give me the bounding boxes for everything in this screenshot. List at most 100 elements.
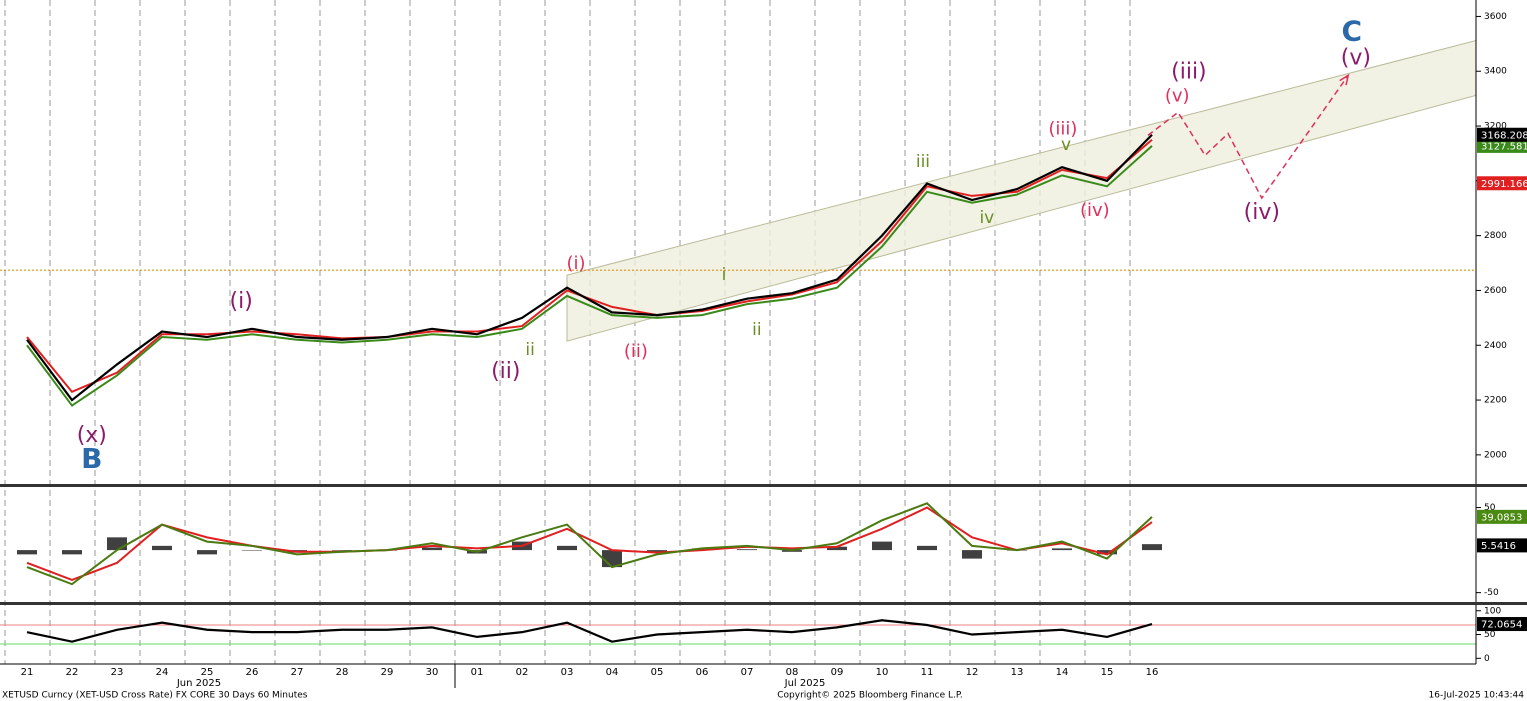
y-tick-label: -50 (1484, 588, 1499, 598)
x-tick-label: 06 (696, 667, 709, 678)
histogram-bar (197, 550, 217, 555)
wave-label: (iii) (1048, 118, 1077, 139)
histogram-bar (962, 550, 982, 559)
series-line (26, 619, 1153, 643)
x-tick-label: 14 (1056, 667, 1069, 678)
x-tick-label: 03 (561, 667, 574, 678)
histogram-bar (737, 549, 757, 551)
y-tick-label: 2600 (1484, 286, 1507, 296)
wave-label: v (1061, 135, 1071, 155)
series-line (26, 502, 1153, 586)
histogram-bar (872, 541, 892, 551)
x-tick-label: 13 (1011, 667, 1024, 678)
month-label: Jun 2025 (176, 678, 221, 689)
y-tick-label: 50 (1484, 630, 1496, 640)
wave-label: (ii) (624, 341, 648, 362)
last-value-label: 72.0654 (1481, 620, 1522, 631)
wave-label: (v) (1165, 85, 1190, 106)
last-value-label: 5.5416 (1481, 541, 1516, 552)
wave-label: (iv) (1080, 200, 1110, 221)
histogram-bar (107, 537, 127, 551)
last-value-box (1477, 127, 1527, 142)
x-tick-label: 23 (111, 667, 124, 678)
x-tick-label: 22 (66, 667, 79, 678)
series-line (26, 145, 1153, 407)
x-tick-label: 29 (381, 667, 394, 678)
y-tick-label: 2000 (1484, 450, 1507, 460)
histogram-bar (332, 550, 352, 551)
wave-label: iii (916, 152, 930, 172)
histogram-bar (1142, 544, 1162, 551)
y-tick-label: 50 (1484, 503, 1496, 513)
wave-label: (x) (77, 423, 107, 448)
x-tick-label: 28 (336, 667, 349, 678)
footer-center: Copyright© 2025 Bloomberg Finance L.P. (777, 691, 962, 701)
panel-separator (0, 484, 1527, 487)
x-tick-label: 16 (1146, 667, 1159, 678)
last-value-box (1477, 538, 1527, 553)
y-tick-label: 0 (1484, 654, 1490, 664)
histogram-bar (1097, 550, 1117, 555)
x-tick-label: 30 (426, 667, 439, 678)
y-tick-label: 2200 (1484, 396, 1507, 406)
wave-label: (i) (566, 253, 585, 274)
wave-label: i (722, 265, 727, 285)
wave-label: (iii) (1171, 59, 1207, 84)
wave-label: (v) (1341, 45, 1371, 70)
channel (566, 39, 1477, 342)
series-line (26, 133, 1153, 402)
histogram-bar (242, 550, 262, 551)
histogram-bar (1052, 548, 1072, 551)
histogram-bar (557, 545, 577, 551)
last-value-label: 3168.208 (1481, 130, 1527, 141)
histogram-bar (62, 550, 82, 555)
y-tick-label: 3400 (1484, 67, 1507, 77)
wave-label: (i) (230, 289, 253, 314)
last-value-box (1477, 138, 1527, 153)
x-tick-label: 26 (246, 667, 259, 678)
x-tick-label: 07 (741, 667, 754, 678)
projection-arrowhead (1339, 73, 1350, 86)
x-tick-label: 10 (876, 667, 889, 678)
histogram-bar (422, 547, 442, 551)
wave-label: C (1342, 15, 1363, 48)
wave-label: ii (752, 320, 761, 340)
x-tick-label: 01 (471, 667, 484, 678)
wave-label: ii (525, 340, 534, 360)
last-value-box (1477, 509, 1527, 524)
x-tick-label: 21 (21, 667, 34, 678)
x-tick-label: 24 (156, 667, 169, 678)
month-label: Jul 2025 (784, 678, 826, 689)
x-tick-label: 15 (1101, 667, 1114, 678)
footer-right: 16-Jul-2025 10:43:44 (1429, 691, 1525, 701)
series-line (26, 138, 1153, 394)
histogram-bar (647, 550, 667, 552)
wave-label: B (81, 442, 102, 475)
histogram-bar (827, 546, 847, 551)
x-tick-label: 25 (201, 667, 214, 678)
last-value-label: 2991.166 (1481, 179, 1527, 190)
x-tick-label: 05 (651, 667, 664, 678)
projection-path (1147, 74, 1349, 200)
x-tick-label: 12 (966, 667, 979, 678)
x-tick-label: 09 (831, 667, 844, 678)
series-line (26, 506, 1153, 581)
x-tick-label: 08 (786, 667, 799, 678)
footer-left: XETUSD Curncy (XET-USD Cross Rate) FX CO… (2, 691, 308, 701)
wave-label: (ii) (491, 359, 520, 384)
x-tick-label: 02 (516, 667, 529, 678)
x-tick-label: 04 (606, 667, 619, 678)
last-value-label: 39.0853 (1481, 512, 1522, 523)
y-tick-label: 3200 (1484, 122, 1507, 132)
panel-separator (0, 602, 1527, 605)
y-tick-label: 100 (1484, 606, 1501, 616)
last-value-box (1477, 176, 1527, 191)
histogram-bar (17, 550, 37, 555)
last-value-label: 3127.581 (1481, 141, 1527, 152)
wave-label: iv (979, 208, 994, 228)
last-value-box (1477, 617, 1527, 632)
x-tick-label: 11 (921, 667, 934, 678)
y-tick-label: 2400 (1484, 341, 1507, 351)
y-tick-label: 3600 (1484, 12, 1507, 22)
